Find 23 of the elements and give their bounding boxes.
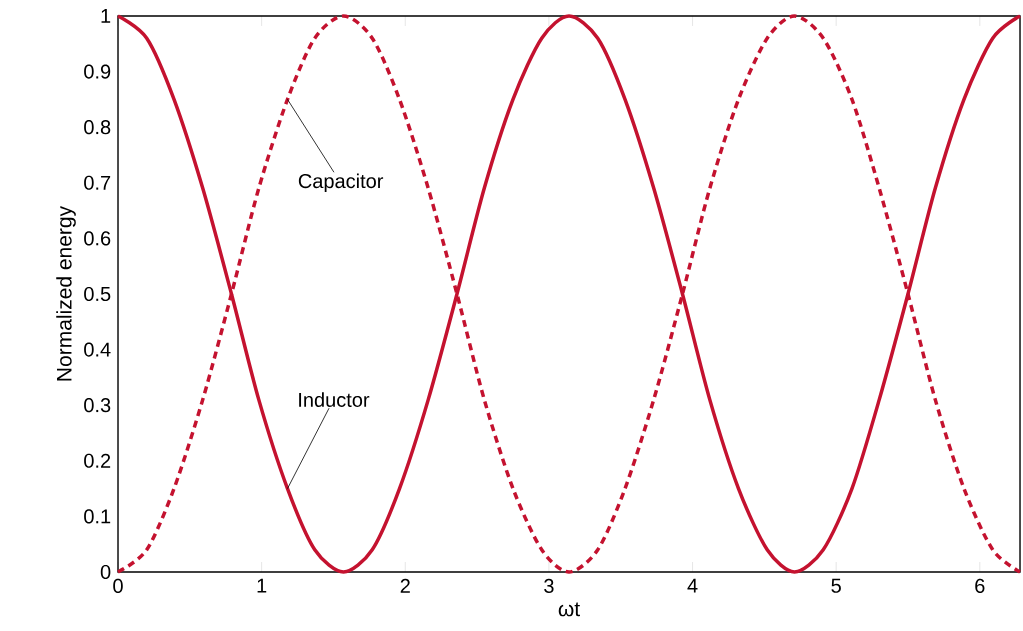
y-tick-label: 1 <box>101 9 111 23</box>
x-tick-label: 6 <box>975 578 985 594</box>
x-tick-label: 4 <box>687 578 698 593</box>
x-tick-label: 0 <box>113 578 123 594</box>
series-label: Inductor <box>299 392 370 407</box>
x-tick-label: 3 <box>544 578 554 594</box>
x-axis-title: ωt <box>558 602 580 617</box>
y-tick-label: 0 <box>100 564 111 580</box>
y-tick-label: 0.7 <box>84 175 111 190</box>
y-tick-label: 0.3 <box>84 398 111 413</box>
y-tick-label: 0.6 <box>84 231 111 246</box>
x-tick-label: 1 <box>257 578 267 593</box>
line-series <box>116 14 1022 574</box>
series-label: Capacitor <box>298 173 384 193</box>
y-tick-label: 0.9 <box>84 64 111 79</box>
y-tick-label: 0.1 <box>84 509 111 524</box>
x-tick-label: 2 <box>400 578 410 593</box>
y-tick-label: 0.5 <box>84 286 111 302</box>
y-tick-label: 0.2 <box>84 453 111 468</box>
y-axis-title: Normalized energy <box>56 205 76 381</box>
y-tick-label: 0.8 <box>84 120 111 135</box>
y-tick-label: 0.4 <box>84 342 111 357</box>
x-tick-label: 5 <box>831 578 841 593</box>
